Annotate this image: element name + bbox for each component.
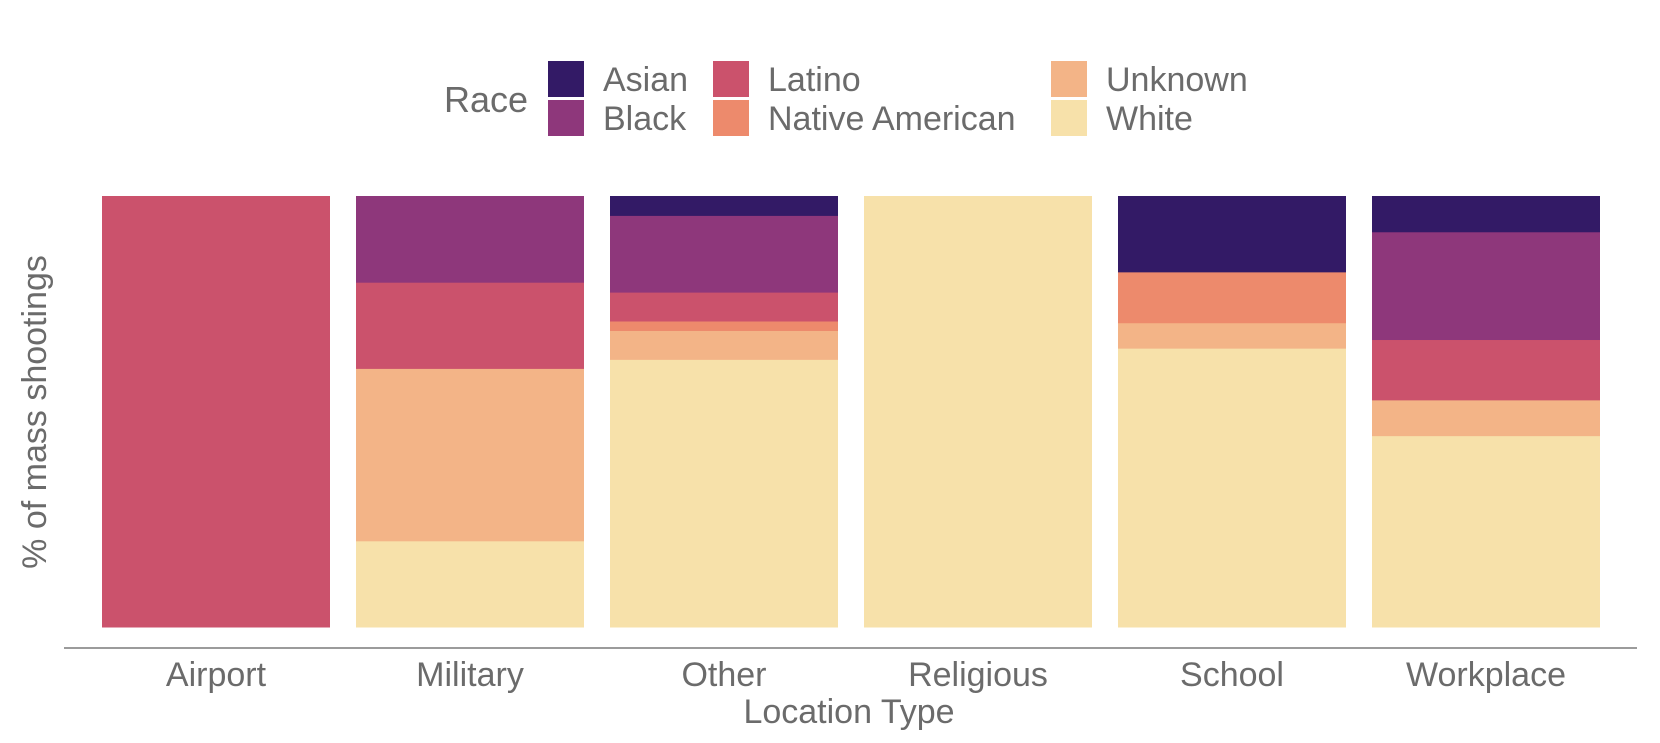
y-axis-title: % of mass shootings: [16, 255, 54, 569]
bar-religious-white: [864, 196, 1092, 628]
x-axis-title: Location Type: [743, 693, 954, 731]
legend-swatch-asian: [548, 61, 584, 97]
bar-other-asian: [610, 196, 838, 216]
bar-other-black: [610, 215, 838, 293]
legend-label-asian: Asian: [603, 61, 688, 99]
legend-label-latino: Latino: [768, 61, 861, 99]
legend-swatch-black: [548, 100, 584, 136]
legend-label-native-american: Native American: [768, 100, 1016, 138]
bar-school-white: [1118, 348, 1346, 628]
bar-other-native-american: [610, 320, 838, 331]
bar-military-unknown: [356, 368, 584, 542]
bar-other-white: [610, 359, 838, 628]
bar-other-latino: [610, 292, 838, 322]
legend-title: Race: [444, 79, 528, 120]
x-tick-label-airport: Airport: [166, 656, 267, 694]
legend-swatch-unknown: [1051, 61, 1087, 97]
legend-swatch-latino: [713, 61, 749, 97]
legend-label-black: Black: [603, 100, 687, 138]
x-tick-label-religious: Religious: [908, 656, 1048, 694]
bar-school-asian: [1118, 196, 1346, 273]
legend-label-white: White: [1106, 100, 1193, 138]
bars: [102, 196, 1600, 628]
bar-other-unknown: [610, 330, 838, 360]
x-tick-label-workplace: Workplace: [1406, 656, 1566, 694]
bar-military-black: [356, 196, 584, 283]
bar-military-white: [356, 540, 584, 628]
legend-swatch-native-american: [713, 100, 749, 136]
bar-workplace-asian: [1372, 196, 1600, 233]
bar-workplace-white: [1372, 435, 1600, 628]
x-tick-label-other: Other: [681, 656, 766, 694]
x-tick-labels: Airport Military Other Religious School Workp…: [166, 656, 1566, 694]
bar-workplace-latino: [1372, 339, 1600, 401]
legend-swatch-white: [1051, 100, 1087, 136]
bar-workplace-black: [1372, 231, 1600, 341]
legend-label-unknown: Unknown: [1106, 61, 1248, 99]
x-tick-label-school: School: [1180, 656, 1284, 694]
bar-school-native-american: [1118, 271, 1346, 324]
bar-workplace-unknown: [1372, 399, 1600, 437]
bar-military-latino: [356, 282, 584, 369]
bar-school-unknown: [1118, 322, 1346, 349]
bar-airport-latino: [102, 196, 330, 628]
x-tick-label-military: Military: [416, 656, 524, 694]
